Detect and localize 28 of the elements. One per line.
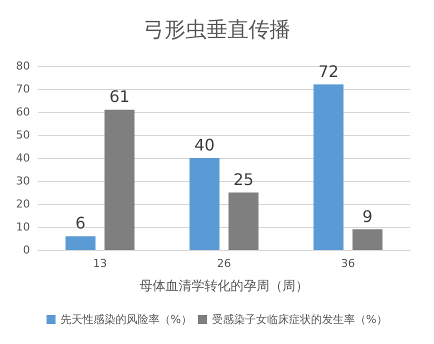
bar bbox=[352, 229, 382, 250]
y-tick-label: 50 bbox=[16, 128, 30, 142]
y-tick-label: 20 bbox=[16, 198, 30, 210]
bar bbox=[314, 84, 344, 250]
bar bbox=[190, 158, 220, 250]
bar bbox=[228, 192, 258, 250]
legend-label: 先天性感染的风险率（%） bbox=[60, 313, 192, 326]
x-axis-title: 母体血清学转化的孕周（周） bbox=[140, 279, 308, 294]
data-label: 40 bbox=[194, 136, 215, 154]
x-tick-label: 36 bbox=[341, 257, 355, 270]
data-label: 9 bbox=[362, 206, 373, 226]
y-tick-label: 60 bbox=[16, 106, 30, 118]
y-tick-label: 80 bbox=[16, 60, 30, 72]
chart-title: 弓形虫垂直传播 bbox=[144, 18, 290, 42]
data-label: 61 bbox=[109, 87, 130, 106]
data-label: 25 bbox=[233, 170, 254, 189]
data-label: 72 bbox=[318, 62, 339, 81]
y-tick-label: 10 bbox=[16, 220, 30, 234]
bar bbox=[66, 236, 96, 250]
y-tick-label: 0 bbox=[23, 244, 30, 256]
y-tick-label: 30 bbox=[16, 174, 30, 188]
legend-label: 受感染子女临床症状的发生率（%） bbox=[212, 313, 388, 326]
data-label: 6 bbox=[75, 214, 86, 233]
x-tick-label: 26 bbox=[217, 257, 231, 270]
x-tick-label: 13 bbox=[93, 257, 107, 270]
bar bbox=[104, 110, 134, 250]
y-tick-label: 40 bbox=[16, 152, 30, 164]
y-tick-label: 70 bbox=[16, 82, 30, 96]
